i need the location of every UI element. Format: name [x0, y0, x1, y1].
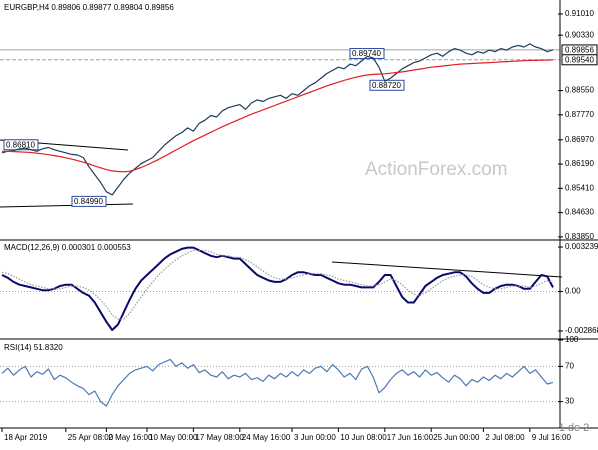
y-tick-label: 0.87770 — [565, 110, 594, 119]
watermark: ActionForex.com — [365, 159, 508, 180]
y-tick-label: 0.00 — [565, 287, 581, 296]
level-label: 0.89740 — [352, 49, 381, 58]
price-label: 0.89856 — [565, 46, 594, 55]
x-tick-label: 17 Jun 16:00 — [387, 433, 434, 442]
y-tick-label: 30 — [565, 397, 574, 406]
plot-layer: 0.86810 0.84990 0.89740 0.88720 EURGBP,H4 0.… — [0, 3, 598, 442]
y-tick-label: 0.86970 — [565, 135, 594, 144]
y-tick-label: -0.002868 — [565, 326, 598, 335]
price-label: 0.89540 — [565, 55, 594, 64]
price-box — [561, 54, 598, 66]
x-tick-label: 25 Jun 00:00 — [433, 433, 480, 442]
page-indicator: 1 de 2 — [559, 422, 590, 434]
panel-title: MACD(12,26,9) 0.000301 0.000553 — [4, 243, 131, 252]
series-line — [1, 246, 554, 331]
x-tick-label: 2 Jul 08:00 — [485, 433, 525, 442]
y-tick-label: 0.91010 — [565, 9, 594, 18]
y-tick-label: 0.84630 — [565, 208, 594, 217]
y-tick-label: 0.86190 — [565, 159, 594, 168]
y-tick-label: 70 — [565, 362, 574, 371]
x-tick-label: 2 May 16:00 — [108, 433, 153, 442]
level-box — [349, 48, 385, 60]
y-tick-label: 0.88550 — [565, 86, 594, 95]
panel-title: EURGBP,H4 0.89806 0.89877 0.89804 0.8985… — [4, 3, 174, 12]
series-line — [1, 249, 554, 320]
x-tick-label: 10 May 00:00 — [149, 433, 198, 442]
y-tick-label: 0.003239 — [565, 242, 598, 251]
x-tick-label: 24 May 16:00 — [242, 433, 291, 442]
trend-line — [331, 261, 563, 278]
y-tick-label: 100 — [565, 335, 579, 344]
x-tick-label: 10 Jun 08:00 — [340, 433, 387, 442]
x-tick-label: 25 Apr 08:00 — [68, 433, 114, 442]
x-tick-label: 9 Jul 16:00 — [532, 433, 572, 442]
level-label: 0.84990 — [74, 197, 103, 206]
trend-line — [0, 203, 134, 208]
series-line — [2, 59, 554, 173]
level-box — [71, 195, 107, 207]
level-box — [3, 139, 39, 151]
panel-title: RSI(14) 51.8320 — [4, 343, 63, 352]
series-line — [1, 43, 554, 196]
y-tick-label: 0.90330 — [565, 30, 594, 39]
y-tick-label: 0.85410 — [565, 183, 594, 192]
y-tick-label: 0.83850 — [565, 232, 594, 241]
x-tick-label: 3 Jun 00:00 — [294, 433, 336, 442]
x-tick-label: 17 May 08:00 — [195, 433, 244, 442]
level-label: 0.88720 — [372, 81, 401, 90]
series-line — [1, 358, 554, 407]
x-tick-label: 18 Apr 2019 — [4, 433, 48, 442]
level-label: 0.86810 — [6, 140, 35, 149]
